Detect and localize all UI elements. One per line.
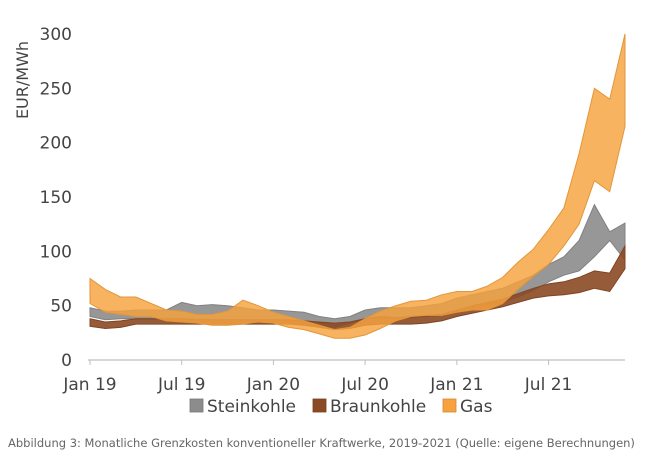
y-axis: 0 50 100 150 200 250 300 — [40, 25, 72, 371]
y-tick-label: 150 — [40, 188, 72, 208]
x-tick-label: Jul 20 — [340, 375, 389, 395]
y-tick-label: 0 — [61, 351, 72, 371]
series-bands — [89, 33, 626, 339]
legend-label-steinkohle: Steinkohle — [207, 397, 296, 417]
x-tick-label: Jul 19 — [157, 375, 206, 395]
x-tick-label: Jul 21 — [524, 375, 573, 395]
x-tick-label: Jan 19 — [62, 375, 116, 395]
x-tick-label: Jan 21 — [429, 375, 483, 395]
y-tick-label: 300 — [40, 25, 72, 45]
legend: Steinkohle Braunkohle Gas — [189, 397, 493, 417]
legend-swatch-braunkohle — [312, 398, 327, 413]
y-tick-label: 50 — [50, 297, 72, 317]
figure-caption: Abbildung 3: Monatliche Grenzkosten konv… — [8, 436, 635, 450]
legend-label-gas: Gas — [460, 397, 493, 417]
area-chart: 0 50 100 150 200 250 300 Jan 19 Jul 19 Jan 20 Jul… — [13, 25, 626, 417]
legend-label-braunkohle: Braunkohle — [330, 397, 426, 417]
x-axis: Jan 19 Jul 19 Jan 20 Jul 20 Jan 21 Jul 21 — [62, 360, 572, 395]
legend-swatch-steinkohle — [189, 398, 204, 413]
y-tick-label: 250 — [40, 79, 72, 99]
legend-swatch-gas — [442, 398, 457, 413]
series-band-gas — [89, 33, 626, 339]
y-tick-label: 200 — [40, 134, 72, 154]
y-tick-label: 100 — [40, 242, 72, 262]
y-axis-title: EUR/MWh — [13, 41, 32, 119]
x-tick-label: Jan 20 — [246, 375, 300, 395]
